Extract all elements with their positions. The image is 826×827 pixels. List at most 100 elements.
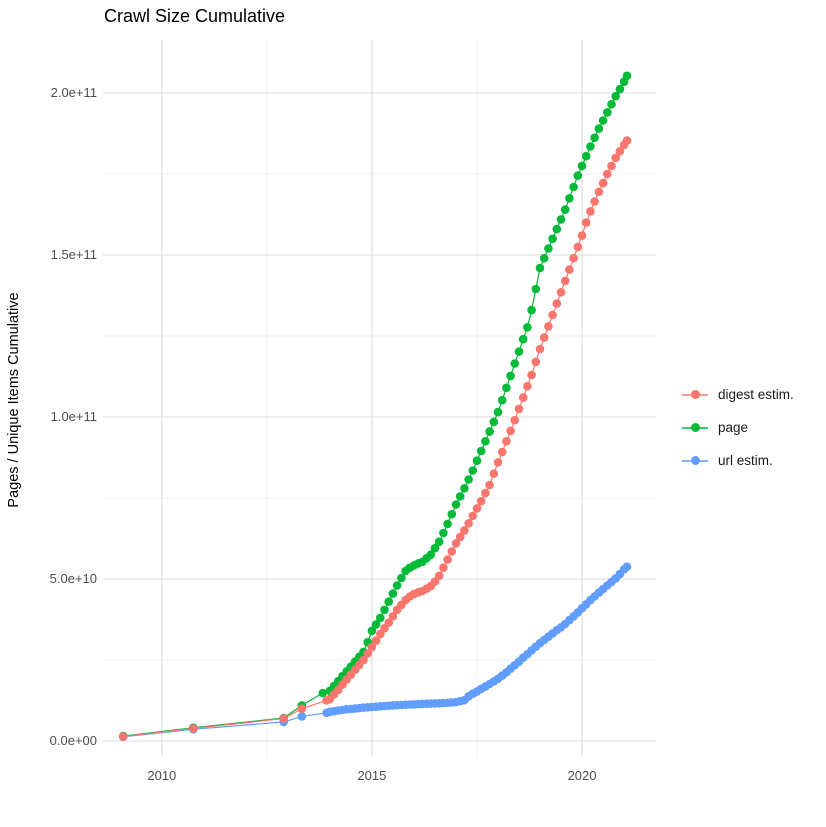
data-point bbox=[598, 116, 608, 125]
data-point bbox=[376, 613, 385, 623]
data-point bbox=[535, 344, 545, 354]
data-point bbox=[523, 381, 532, 391]
data-point bbox=[615, 84, 625, 94]
data-point bbox=[573, 171, 583, 180]
data-point bbox=[472, 504, 482, 513]
data-point bbox=[464, 475, 473, 484]
data-point bbox=[615, 147, 625, 156]
data-point bbox=[497, 395, 507, 405]
data-point bbox=[548, 234, 557, 244]
x-tick-label: 2020 bbox=[567, 768, 597, 783]
data-point bbox=[485, 480, 494, 490]
data-point bbox=[502, 437, 511, 446]
data-point bbox=[367, 642, 377, 652]
legend-item-label: digest estim. bbox=[718, 387, 794, 402]
data-point bbox=[510, 415, 520, 425]
data-point bbox=[118, 732, 128, 741]
data-point bbox=[569, 253, 578, 263]
data-point bbox=[565, 194, 574, 203]
data-point bbox=[603, 108, 612, 117]
data-point bbox=[594, 187, 604, 197]
data-point bbox=[598, 178, 608, 188]
data-point bbox=[523, 323, 532, 332]
data-point bbox=[527, 370, 536, 380]
data-point bbox=[468, 466, 478, 475]
y-axis-title: Pages / Unique Items Cumulative bbox=[6, 292, 22, 508]
legend-item: digest estim. bbox=[682, 378, 794, 411]
y-tick-label: 0.0e+00 bbox=[49, 732, 97, 748]
data-point bbox=[544, 322, 553, 331]
data-point bbox=[297, 704, 307, 713]
data-point bbox=[472, 456, 482, 466]
data-point bbox=[577, 161, 587, 171]
data-point bbox=[560, 205, 570, 214]
data-point bbox=[548, 310, 557, 320]
x-tick-label: 2015 bbox=[357, 768, 387, 783]
data-point bbox=[560, 276, 570, 286]
data-point bbox=[607, 161, 616, 171]
data-point bbox=[556, 288, 566, 297]
data-point bbox=[493, 458, 503, 467]
data-point bbox=[371, 620, 381, 629]
data-point bbox=[552, 299, 562, 308]
data-point bbox=[607, 100, 616, 109]
data-point bbox=[603, 169, 612, 179]
data-point bbox=[434, 537, 444, 546]
data-point bbox=[535, 263, 545, 273]
data-point bbox=[565, 265, 574, 274]
data-point bbox=[489, 417, 499, 427]
legend-item-label: page bbox=[718, 420, 749, 435]
data-point bbox=[527, 305, 536, 315]
data-point bbox=[447, 509, 457, 519]
legend: digest estim. page url estim. bbox=[682, 378, 794, 477]
data-point bbox=[611, 153, 620, 163]
data-point bbox=[189, 724, 198, 733]
data-point bbox=[489, 469, 499, 479]
data-point bbox=[493, 407, 503, 417]
data-point bbox=[439, 528, 448, 538]
series-line-url-estim- bbox=[123, 566, 628, 738]
data-point bbox=[460, 484, 469, 493]
data-point bbox=[388, 612, 398, 621]
data-point bbox=[371, 636, 381, 645]
data-point bbox=[581, 151, 591, 161]
data-point bbox=[518, 334, 528, 344]
y-tick-label: 2.0e+11 bbox=[50, 85, 97, 100]
data-point bbox=[318, 688, 328, 698]
data-point bbox=[573, 242, 583, 252]
data-point bbox=[451, 500, 461, 509]
data-point bbox=[388, 589, 398, 598]
data-point bbox=[590, 133, 599, 142]
y-tick-label: 1.5e+11 bbox=[50, 247, 97, 262]
data-point bbox=[552, 224, 562, 234]
data-point bbox=[577, 231, 587, 240]
data-point bbox=[363, 649, 373, 658]
data-point bbox=[392, 581, 402, 590]
data-point bbox=[556, 215, 566, 224]
data-point bbox=[476, 496, 486, 506]
data-point bbox=[622, 562, 632, 571]
y-tick-label: 5.0e+10 bbox=[49, 571, 97, 586]
data-point bbox=[531, 284, 541, 294]
data-point bbox=[434, 571, 444, 581]
data-point bbox=[590, 197, 599, 206]
data-point bbox=[586, 207, 595, 216]
data-point bbox=[622, 136, 632, 145]
data-point bbox=[481, 488, 490, 498]
data-point bbox=[447, 547, 457, 556]
data-point bbox=[464, 519, 473, 528]
legend-item: page bbox=[682, 411, 794, 444]
data-point bbox=[443, 519, 452, 529]
chart-title: Crawl Size Cumulative bbox=[104, 6, 286, 26]
data-point bbox=[460, 526, 469, 535]
data-point bbox=[451, 539, 461, 548]
data-point bbox=[622, 71, 632, 81]
data-point bbox=[569, 182, 578, 192]
data-point bbox=[455, 492, 465, 501]
data-point bbox=[485, 427, 494, 436]
data-point bbox=[279, 714, 289, 723]
data-point bbox=[514, 404, 524, 414]
data-point bbox=[439, 563, 448, 572]
data-point bbox=[481, 437, 490, 446]
